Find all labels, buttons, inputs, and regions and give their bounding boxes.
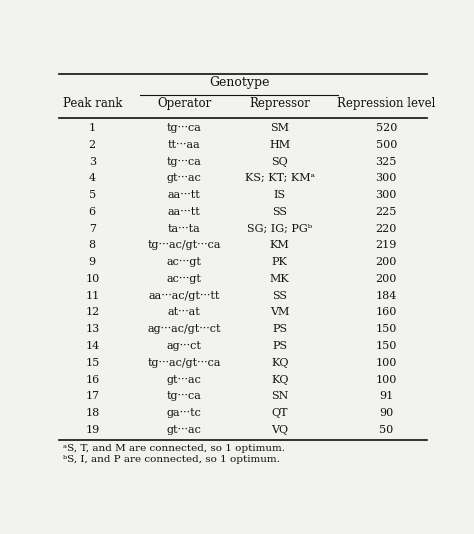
Text: SS: SS xyxy=(272,207,287,217)
Text: SG; IG; PGᵇ: SG; IG; PGᵇ xyxy=(247,224,312,233)
Text: ga···tc: ga···tc xyxy=(167,408,201,418)
Text: aa···ac/gt···tt: aa···ac/gt···tt xyxy=(148,290,220,301)
Text: 6: 6 xyxy=(89,207,96,217)
Text: aa···tt: aa···tt xyxy=(168,190,201,200)
Text: 200: 200 xyxy=(375,274,397,284)
Text: 220: 220 xyxy=(375,224,397,233)
Text: KQ: KQ xyxy=(271,374,288,384)
Text: 150: 150 xyxy=(375,324,397,334)
Text: 4: 4 xyxy=(89,174,96,183)
Text: QT: QT xyxy=(272,408,288,418)
Text: 10: 10 xyxy=(85,274,100,284)
Text: KM: KM xyxy=(270,240,290,250)
Text: ag···ct: ag···ct xyxy=(167,341,201,351)
Text: IS: IS xyxy=(273,190,286,200)
Text: 17: 17 xyxy=(85,391,100,402)
Text: tt···aa: tt···aa xyxy=(168,140,201,150)
Text: PS: PS xyxy=(272,341,287,351)
Text: Repressor: Repressor xyxy=(249,97,310,109)
Text: VQ: VQ xyxy=(271,425,288,435)
Text: gt···ac: gt···ac xyxy=(167,174,201,183)
Text: ac···gt: ac···gt xyxy=(167,257,201,267)
Text: SQ: SQ xyxy=(271,156,288,167)
Text: 1: 1 xyxy=(89,123,96,133)
Text: Repression level: Repression level xyxy=(337,97,436,109)
Text: 150: 150 xyxy=(375,341,397,351)
Text: PS: PS xyxy=(272,324,287,334)
Text: tg···ac/gt···ca: tg···ac/gt···ca xyxy=(147,240,221,250)
Text: tg···ca: tg···ca xyxy=(167,156,201,167)
Text: ac···gt: ac···gt xyxy=(167,274,201,284)
Text: 325: 325 xyxy=(375,156,397,167)
Text: 50: 50 xyxy=(379,425,393,435)
Text: 300: 300 xyxy=(375,174,397,183)
Text: tg···ca: tg···ca xyxy=(167,123,201,133)
Text: 219: 219 xyxy=(375,240,397,250)
Text: HM: HM xyxy=(269,140,290,150)
Text: ag···ac/gt···ct: ag···ac/gt···ct xyxy=(147,324,221,334)
Text: ᵇS, I, and P are connected, so 1 optimum.: ᵇS, I, and P are connected, so 1 optimum… xyxy=(63,455,280,464)
Text: PK: PK xyxy=(272,257,288,267)
Text: 200: 200 xyxy=(375,257,397,267)
Text: 16: 16 xyxy=(85,374,100,384)
Text: gt···ac: gt···ac xyxy=(167,425,201,435)
Text: SN: SN xyxy=(271,391,288,402)
Text: 91: 91 xyxy=(379,391,393,402)
Text: tg···ca: tg···ca xyxy=(167,391,201,402)
Text: 300: 300 xyxy=(375,190,397,200)
Text: 160: 160 xyxy=(375,308,397,318)
Text: Genotype: Genotype xyxy=(209,76,270,89)
Text: gt···ac: gt···ac xyxy=(167,374,201,384)
Text: 11: 11 xyxy=(85,290,100,301)
Text: at···at: at···at xyxy=(168,308,201,318)
Text: 100: 100 xyxy=(375,374,397,384)
Text: 3: 3 xyxy=(89,156,96,167)
Text: 18: 18 xyxy=(85,408,100,418)
Text: 2: 2 xyxy=(89,140,96,150)
Text: 15: 15 xyxy=(85,358,100,368)
Text: 8: 8 xyxy=(89,240,96,250)
Text: SM: SM xyxy=(270,123,289,133)
Text: MK: MK xyxy=(270,274,290,284)
Text: ᵃS, T, and M are connected, so 1 optimum.: ᵃS, T, and M are connected, so 1 optimum… xyxy=(63,444,285,453)
Text: 7: 7 xyxy=(89,224,96,233)
Text: 12: 12 xyxy=(85,308,100,318)
Text: Operator: Operator xyxy=(157,97,211,109)
Text: 100: 100 xyxy=(375,358,397,368)
Text: KS; KT; KMᵃ: KS; KT; KMᵃ xyxy=(245,174,315,183)
Text: 90: 90 xyxy=(379,408,393,418)
Text: 5: 5 xyxy=(89,190,96,200)
Text: 500: 500 xyxy=(375,140,397,150)
Text: aa···tt: aa···tt xyxy=(168,207,201,217)
Text: tg···ac/gt···ca: tg···ac/gt···ca xyxy=(147,358,221,368)
Text: ta···ta: ta···ta xyxy=(168,224,201,233)
Text: VM: VM xyxy=(270,308,289,318)
Text: 225: 225 xyxy=(375,207,397,217)
Text: Peak rank: Peak rank xyxy=(63,97,122,109)
Text: 19: 19 xyxy=(85,425,100,435)
Text: KQ: KQ xyxy=(271,358,288,368)
Text: 14: 14 xyxy=(85,341,100,351)
Text: 13: 13 xyxy=(85,324,100,334)
Text: 520: 520 xyxy=(375,123,397,133)
Text: 9: 9 xyxy=(89,257,96,267)
Text: 184: 184 xyxy=(375,290,397,301)
Text: SS: SS xyxy=(272,290,287,301)
